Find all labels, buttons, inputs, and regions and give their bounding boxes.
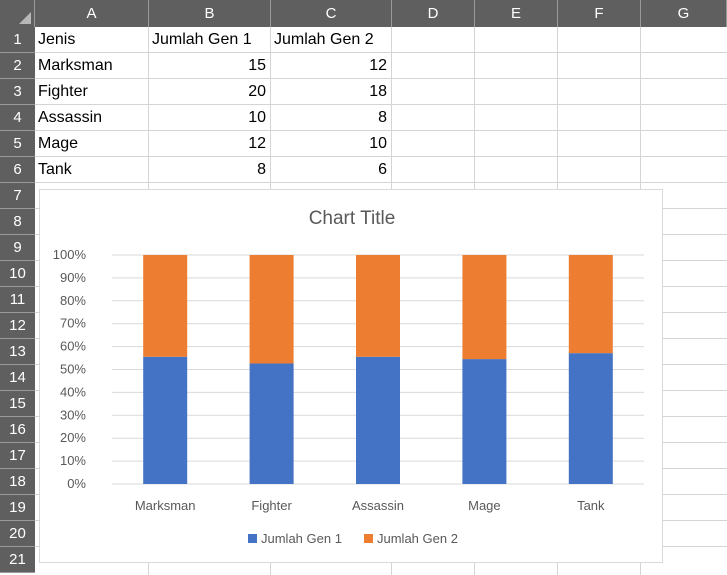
- x-tick-label: Marksman: [135, 498, 196, 513]
- select-all-button[interactable]: [0, 0, 35, 27]
- y-tick-label: 90%: [60, 270, 86, 285]
- bar-assassin-series-2[interactable]: [356, 255, 400, 357]
- row-header-20[interactable]: 20: [0, 521, 35, 547]
- column-header-a[interactable]: A: [35, 0, 149, 27]
- column-header-d[interactable]: D: [392, 0, 475, 27]
- row-header-5[interactable]: 5: [0, 131, 35, 157]
- chart-title[interactable]: Chart Title: [309, 208, 396, 229]
- cell-c3[interactable]: 18: [369, 83, 387, 100]
- y-tick-label: 100%: [53, 247, 87, 262]
- cell-b2[interactable]: 15: [248, 57, 266, 74]
- x-tick-label: Fighter: [251, 498, 292, 513]
- row-header-14[interactable]: 14: [0, 365, 35, 391]
- y-tick-label: 50%: [60, 362, 86, 377]
- row-header-3[interactable]: 3: [0, 79, 35, 105]
- cell-a3[interactable]: Fighter: [38, 83, 88, 100]
- column-header-bar: [0, 0, 727, 27]
- select-all-icon: [19, 12, 31, 24]
- legend-entry[interactable]: Jumlah Gen 1: [261, 531, 342, 546]
- bar-marksman-series-2[interactable]: [143, 255, 188, 357]
- row-header-1[interactable]: 1: [0, 27, 35, 53]
- gridline-horizontal: [35, 78, 727, 79]
- legend-entry[interactable]: Jumlah Gen 2: [377, 531, 458, 546]
- y-tick-label: 30%: [60, 407, 86, 422]
- cell-a6[interactable]: Tank: [38, 161, 72, 178]
- x-tick-label: Tank: [577, 498, 605, 513]
- y-tick-label: 0%: [67, 476, 86, 491]
- cell-c4[interactable]: 8: [378, 109, 387, 126]
- bar-mage-series-1[interactable]: [462, 359, 507, 484]
- cell-a4[interactable]: Assassin: [38, 109, 103, 126]
- cell-a1[interactable]: Jenis: [38, 31, 76, 48]
- bar-tank-series-2[interactable]: [568, 255, 613, 354]
- column-header-c[interactable]: C: [271, 0, 392, 27]
- column-header-g[interactable]: G: [641, 0, 727, 27]
- row-header-4[interactable]: 4: [0, 105, 35, 131]
- row-header-16[interactable]: 16: [0, 417, 35, 443]
- gridline-horizontal: [35, 156, 727, 157]
- row-header-9[interactable]: 9: [0, 235, 35, 261]
- row-header-6[interactable]: 6: [0, 157, 35, 183]
- bar-fighter-series-1[interactable]: [249, 363, 294, 484]
- cell-b6[interactable]: 8: [257, 161, 266, 178]
- gridline-horizontal: [35, 52, 727, 53]
- cell-b5[interactable]: 12: [248, 135, 266, 152]
- chart-canvas: Chart Title 0% 10% 20% 30% 40% 50% 60% 70% 80% 90…: [53, 208, 644, 546]
- gridline-horizontal: [35, 130, 727, 131]
- row-header-10[interactable]: 10: [0, 261, 35, 287]
- cell-a2[interactable]: Marksman: [38, 57, 113, 74]
- row-header-2[interactable]: 2: [0, 53, 35, 79]
- y-tick-label: 70%: [60, 316, 86, 331]
- gridline-horizontal: [35, 104, 727, 105]
- cell-c5[interactable]: 10: [369, 135, 387, 152]
- stacked-percent-bar-chart[interactable]: Chart Title 0% 10% 20% 30% 40% 50% 60% 70% 80% 90…: [39, 189, 663, 563]
- row-header-11[interactable]: 11: [0, 287, 35, 313]
- cell-c1[interactable]: Jumlah Gen 2: [274, 31, 374, 48]
- y-tick-label: 10%: [60, 453, 86, 468]
- row-header-12[interactable]: 12: [0, 313, 35, 339]
- row-header-21[interactable]: 21: [0, 547, 35, 573]
- cell-a5[interactable]: Mage: [38, 135, 79, 152]
- bar-mage-series-2[interactable]: [462, 255, 507, 360]
- row-header-18[interactable]: 18: [0, 469, 35, 495]
- bar-marksman-series-1[interactable]: [143, 356, 188, 484]
- row-header-7[interactable]: 7: [0, 183, 35, 209]
- y-tick-label: 60%: [60, 339, 86, 354]
- cell-c6[interactable]: 6: [378, 161, 387, 178]
- cell-b3[interactable]: 20: [248, 83, 266, 100]
- gridline-horizontal: [35, 182, 727, 183]
- legend-swatch-icon: [248, 534, 257, 543]
- x-tick-label: Mage: [468, 498, 501, 513]
- y-tick-label: 40%: [60, 384, 86, 399]
- bar-assassin-series-1[interactable]: [356, 356, 400, 484]
- bar-fighter-series-2[interactable]: [249, 255, 294, 364]
- column-header-f[interactable]: F: [558, 0, 641, 27]
- cell-c2[interactable]: 12: [369, 57, 387, 74]
- row-header-8[interactable]: 8: [0, 209, 35, 235]
- row-header-17[interactable]: 17: [0, 443, 35, 469]
- row-header-19[interactable]: 19: [0, 495, 35, 521]
- cell-b4[interactable]: 10: [248, 109, 266, 126]
- y-tick-label: 80%: [60, 293, 86, 308]
- column-header-e[interactable]: E: [475, 0, 558, 27]
- x-tick-label: Assassin: [352, 498, 404, 513]
- cell-b1[interactable]: Jumlah Gen 1: [152, 31, 252, 48]
- bar-tank-series-1[interactable]: [568, 353, 613, 484]
- legend-swatch-icon: [364, 534, 373, 543]
- row-header-13[interactable]: 13: [0, 339, 35, 365]
- column-header-b[interactable]: B: [149, 0, 271, 27]
- row-header-15[interactable]: 15: [0, 391, 35, 417]
- y-tick-label: 20%: [60, 430, 86, 445]
